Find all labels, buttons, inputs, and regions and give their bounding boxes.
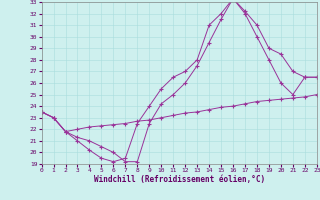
- X-axis label: Windchill (Refroidissement éolien,°C): Windchill (Refroidissement éolien,°C): [94, 175, 265, 184]
